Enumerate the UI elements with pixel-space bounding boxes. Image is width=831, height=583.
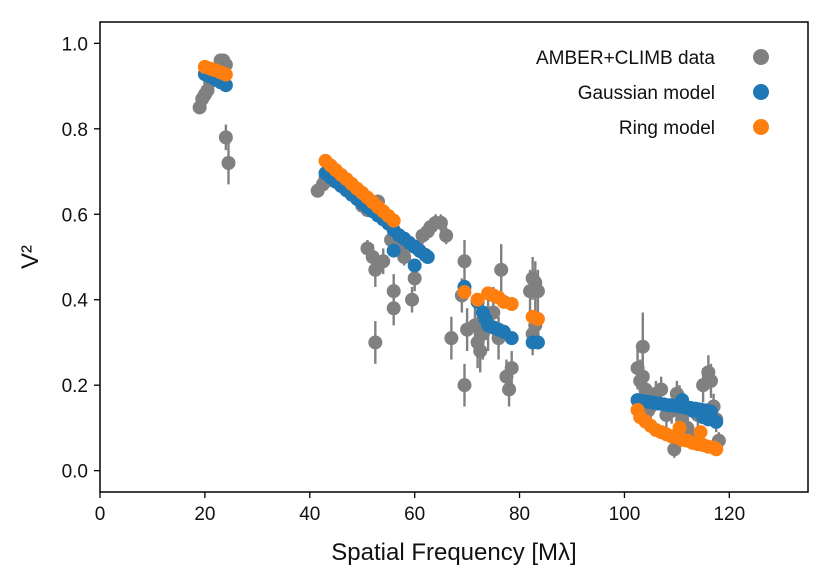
y-tick-label: 0.2 (62, 376, 88, 397)
y-tick-label: 0.8 (62, 120, 88, 141)
data-point (635, 369, 650, 384)
x-tick-label: 80 (509, 504, 530, 525)
data-point (502, 382, 517, 397)
gaussian-point (504, 331, 519, 346)
gaussian-point (420, 250, 435, 264)
ring-point (709, 442, 724, 457)
data-point (635, 339, 650, 354)
ring-point (530, 311, 545, 326)
gaussian-point (675, 393, 690, 408)
gaussian-point (386, 243, 401, 258)
axes: 0 20 40 60 80 100 120 0.0 0.2 0.4 0.6 0.8 1.0 Spati… (17, 21, 809, 566)
x-tick-label: 60 (404, 504, 425, 525)
data-point (397, 250, 412, 264)
data-point (444, 331, 459, 346)
ring-point (218, 67, 233, 82)
gaussian-point (696, 410, 711, 425)
x-tick-label: 0 (95, 504, 106, 525)
legend-marker-ring (753, 119, 769, 135)
y-axis-ticks: 0.0 0.2 0.4 0.6 0.8 1.0 (62, 34, 100, 483)
data-point (654, 382, 669, 397)
data-point (218, 130, 233, 145)
data-point (504, 361, 519, 376)
legend-label-data: AMBER+CLIMB data (536, 48, 715, 69)
x-tick-label: 120 (713, 504, 745, 525)
legend-marker-data (753, 49, 769, 65)
data-point (638, 382, 653, 397)
data-point (376, 254, 391, 269)
x-axis-label: Spatial Frequency [Mλ] (331, 539, 576, 566)
data-point (386, 301, 401, 316)
ring-point (457, 285, 472, 300)
y-tick-label: 0.0 (62, 462, 88, 483)
axes-frame (99, 21, 809, 493)
series-ring (197, 59, 724, 457)
data-point (494, 262, 509, 277)
y-tick-label: 0.4 (62, 291, 89, 312)
x-tick-label: 40 (299, 504, 320, 525)
data-point (530, 284, 545, 299)
data-point (457, 254, 472, 269)
legend-label-gaussian: Gaussian model (578, 83, 715, 104)
y-tick-label: 1.0 (62, 34, 88, 55)
x-axis-ticks: 0 20 40 60 80 100 120 (95, 492, 745, 525)
gaussian-point (407, 258, 422, 273)
data-point (457, 378, 472, 393)
plot-area (192, 53, 726, 458)
legend-label-ring: Ring model (619, 118, 715, 139)
ring-point (693, 425, 708, 440)
data-point (405, 292, 420, 307)
data-point (407, 271, 422, 286)
data-point (221, 156, 236, 170)
data-point (667, 442, 682, 457)
series-gaussian (197, 67, 724, 429)
data-point (433, 215, 448, 230)
y-tick-label: 0.6 (62, 205, 88, 226)
data-point (703, 373, 718, 388)
data-point (439, 228, 454, 243)
y-axis-label: V² (17, 245, 44, 269)
legend: AMBER+CLIMB data Gaussian model Ring model (536, 48, 769, 139)
data-point (473, 344, 488, 358)
data-point (368, 335, 383, 350)
x-tick-label: 100 (609, 504, 641, 525)
gaussian-point (685, 403, 700, 418)
gaussian-point (218, 78, 233, 93)
ring-point (470, 292, 485, 307)
ring-point (386, 213, 401, 228)
gaussian-point (530, 335, 545, 350)
ring-point (672, 420, 687, 435)
ring-point (504, 297, 519, 311)
x-tick-label: 20 (194, 504, 215, 525)
legend-marker-gaussian (753, 84, 769, 100)
